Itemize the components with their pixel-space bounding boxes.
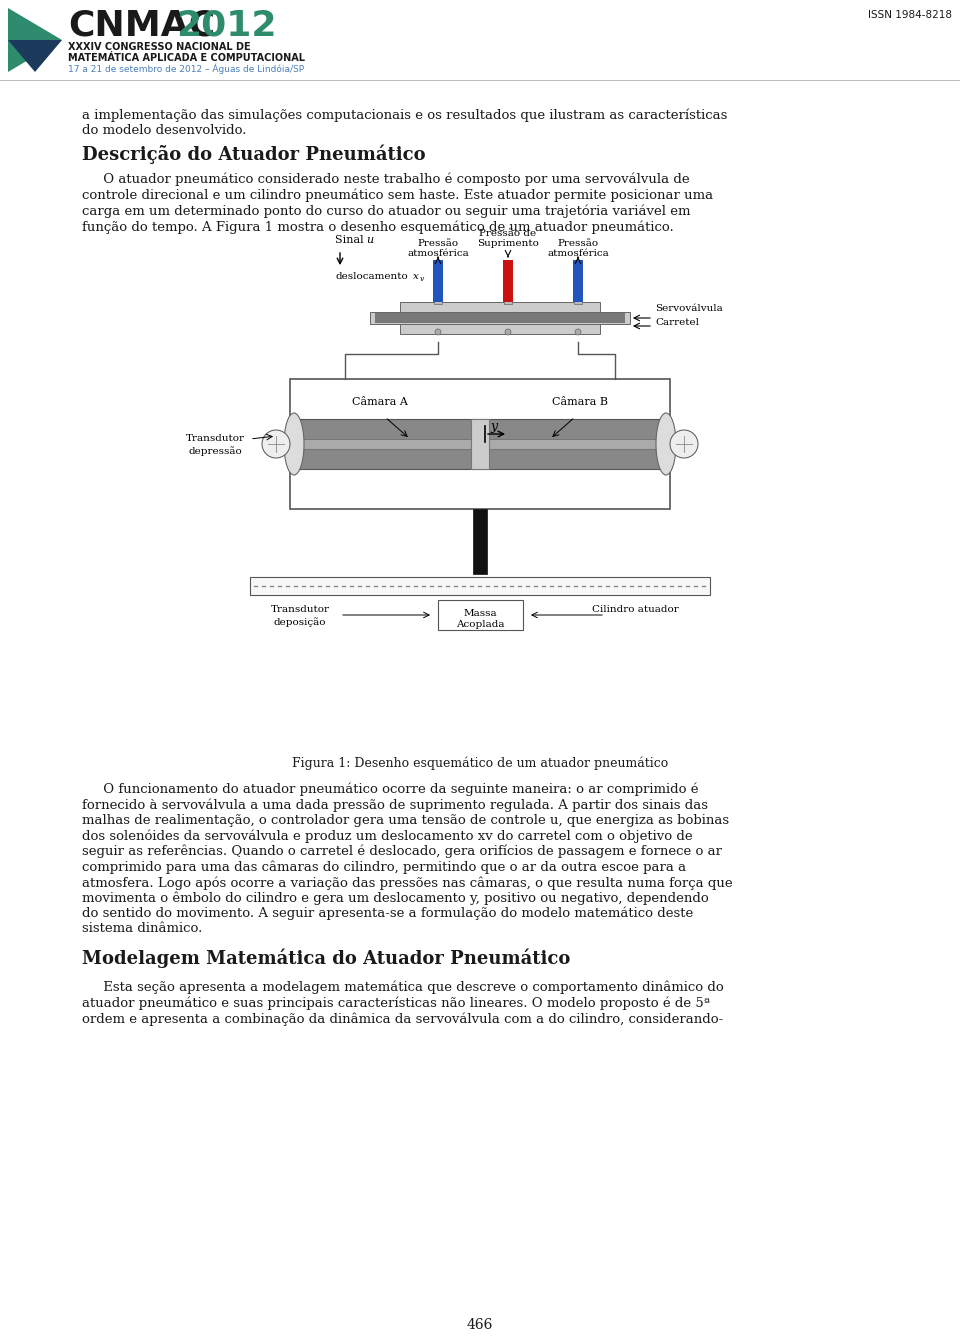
Text: ISSN 1984-8218: ISSN 1984-8218 xyxy=(868,9,952,20)
Bar xyxy=(504,299,512,304)
Text: dos solenóides da servoválvula e produz um deslocamento xv do carretel com o obj: dos solenóides da servoválvula e produz … xyxy=(82,830,692,843)
Text: movimenta o êmbolo do cilindro e gera um deslocamento y, positivo ou negativo, d: movimenta o êmbolo do cilindro e gera um… xyxy=(82,892,708,905)
Text: do modelo desenvolvido.: do modelo desenvolvido. xyxy=(82,124,246,137)
Text: a implementação das simulações computacionais e os resultados que ilustram as ca: a implementação das simulações computaci… xyxy=(82,107,727,121)
Bar xyxy=(473,509,487,573)
Text: 17 a 21 de setembro de 2012 – Águas de Lindóia/SP: 17 a 21 de setembro de 2012 – Águas de L… xyxy=(68,64,304,74)
Text: do sentido do movimento. A seguir apresenta-se a formulação do modelo matemático: do sentido do movimento. A seguir aprese… xyxy=(82,907,693,920)
Text: Sinal: Sinal xyxy=(335,235,367,244)
Text: XXXIV CONGRESSO NACIONAL DE: XXXIV CONGRESSO NACIONAL DE xyxy=(68,42,251,52)
Bar xyxy=(503,261,513,302)
Bar xyxy=(298,439,662,449)
Ellipse shape xyxy=(284,414,304,475)
Circle shape xyxy=(575,329,581,334)
Bar xyxy=(471,419,489,469)
Text: O atuador pneumático considerado neste trabalho é composto por uma servoválvula : O atuador pneumático considerado neste t… xyxy=(82,173,689,187)
Polygon shape xyxy=(8,8,62,73)
Text: Modelagem Matemática do Atuador Pneumático: Modelagem Matemática do Atuador Pneumáti… xyxy=(82,950,570,968)
Bar xyxy=(400,302,600,312)
Text: Câmara B: Câmara B xyxy=(552,398,608,407)
Text: malhas de realimentação, o controlador gera uma tensão de controle u, que energi: malhas de realimentação, o controlador g… xyxy=(82,814,729,827)
Text: deposição: deposição xyxy=(274,616,326,627)
Text: Descrição do Atuador Pneumático: Descrição do Atuador Pneumático xyxy=(82,145,425,164)
Text: deslocamento: deslocamento xyxy=(335,273,408,281)
Text: v: v xyxy=(420,275,424,283)
Text: Pressão: Pressão xyxy=(418,239,459,248)
Bar xyxy=(573,261,583,302)
Circle shape xyxy=(505,329,511,334)
Text: 2012: 2012 xyxy=(176,8,276,42)
Bar xyxy=(434,299,442,304)
Text: seguir as referências. Quando o carretel é deslocado, gera orifícios de passagem: seguir as referências. Quando o carretel… xyxy=(82,845,722,858)
Text: ordem e apresenta a combinação da dinâmica da servoválvula com a do cilindro, co: ordem e apresenta a combinação da dinâmi… xyxy=(82,1013,723,1026)
Bar xyxy=(290,379,670,509)
Text: Massa: Massa xyxy=(463,608,497,618)
Circle shape xyxy=(262,430,290,458)
Text: Figura 1: Desenho esquemático de um atuador pneumático: Figura 1: Desenho esquemático de um atua… xyxy=(292,757,668,771)
Circle shape xyxy=(670,430,698,458)
Text: 466: 466 xyxy=(467,1317,493,1332)
Text: carga em um determinado ponto do curso do atuador ou seguir uma trajetória variá: carga em um determinado ponto do curso d… xyxy=(82,205,690,219)
Text: Suprimento: Suprimento xyxy=(477,239,539,248)
Text: depressão: depressão xyxy=(188,446,242,455)
Text: Pressão de: Pressão de xyxy=(479,230,537,238)
Text: comprimido para uma das câmaras do cilindro, permitindo que o ar da outra escoe : comprimido para uma das câmaras do cilin… xyxy=(82,861,685,874)
Bar xyxy=(298,419,662,469)
Text: Carretel: Carretel xyxy=(655,318,699,326)
Text: Cilindro atuador: Cilindro atuador xyxy=(591,604,679,614)
Bar xyxy=(400,324,600,334)
Text: Acoplada: Acoplada xyxy=(456,620,504,629)
Text: y: y xyxy=(490,420,497,432)
Text: Servoválvula: Servoválvula xyxy=(655,304,723,313)
Text: fornecido à servoválvula a uma dada pressão de suprimento regulada. A partir dos: fornecido à servoválvula a uma dada pres… xyxy=(82,799,708,813)
Polygon shape xyxy=(8,40,62,73)
Text: CNMAC: CNMAC xyxy=(68,8,215,42)
Text: sistema dinâmico.: sistema dinâmico. xyxy=(82,923,202,936)
Text: atmosférica: atmosférica xyxy=(407,248,468,258)
Text: O funcionamento do atuador pneumático ocorre da seguinte maneira: o ar comprimid: O funcionamento do atuador pneumático oc… xyxy=(82,783,698,796)
Text: atuador pneumático e suas principais características não lineares. O modelo prop: atuador pneumático e suas principais car… xyxy=(82,997,709,1010)
Text: Transdutor: Transdutor xyxy=(271,604,329,614)
Text: Câmara A: Câmara A xyxy=(352,398,408,407)
Text: função do tempo. A Figura 1 mostra o desenho esquemático de um atuador pneumátic: função do tempo. A Figura 1 mostra o des… xyxy=(82,222,673,235)
Text: atmosférica: atmosférica xyxy=(547,248,609,258)
Text: Esta seção apresenta a modelagem matemática que descreve o comportamento dinâmic: Esta seção apresenta a modelagem matemát… xyxy=(82,980,723,994)
Bar xyxy=(375,313,625,324)
Text: Pressão: Pressão xyxy=(558,239,599,248)
Bar xyxy=(438,600,523,630)
Text: Transdutor: Transdutor xyxy=(185,434,245,443)
Bar xyxy=(433,261,443,302)
Circle shape xyxy=(435,329,441,334)
Text: atmosfera. Logo após ocorre a variação das pressões nas câmaras, o que resulta n: atmosfera. Logo após ocorre a variação d… xyxy=(82,876,732,889)
Bar xyxy=(370,312,630,324)
Bar xyxy=(574,299,582,304)
Text: MATEMÁTICA APLICADA E COMPUTACIONAL: MATEMÁTICA APLICADA E COMPUTACIONAL xyxy=(68,52,305,63)
Text: controle direcional e um cilindro pneumático sem haste. Este atuador permite pos: controle direcional e um cilindro pneumá… xyxy=(82,189,712,203)
Text: x: x xyxy=(413,273,419,281)
Text: u: u xyxy=(366,235,373,244)
Ellipse shape xyxy=(656,414,676,475)
Bar xyxy=(250,577,710,595)
